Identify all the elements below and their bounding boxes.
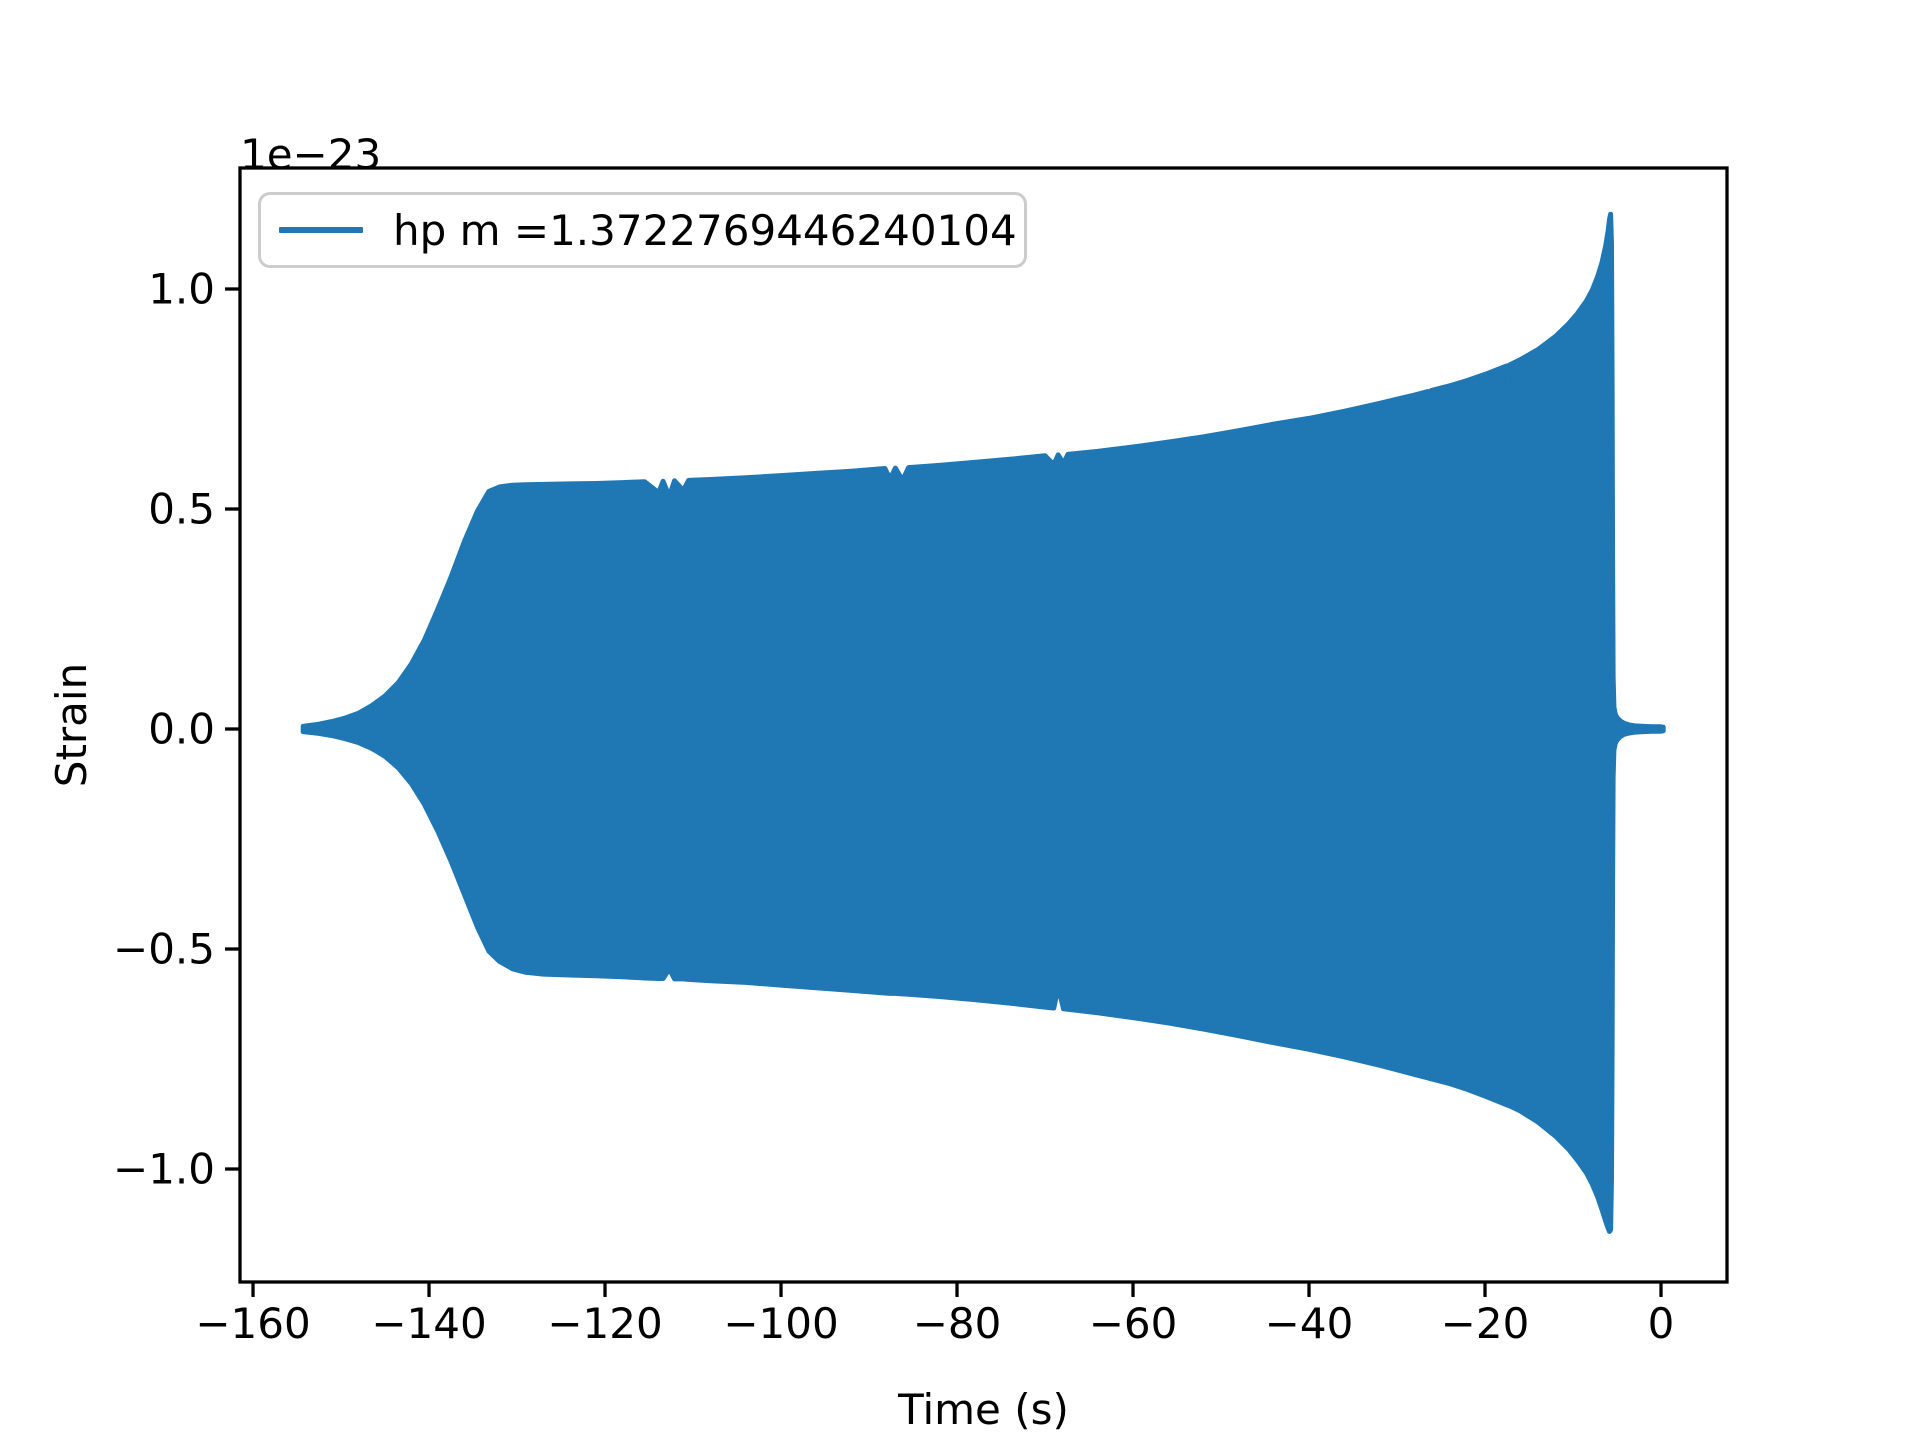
y-tick-label: −1.0 [113, 1145, 215, 1194]
x-tick-label: −100 [723, 1299, 838, 1348]
y-axis-label: Strain [46, 662, 96, 788]
legend: hp m =1.3722769446240104 [258, 192, 1027, 268]
x-tick-label: 0 [1648, 1299, 1675, 1348]
y-tick-label: 1.0 [148, 265, 215, 314]
waveform-series [300, 211, 1666, 1234]
x-tick-label: −120 [547, 1299, 662, 1348]
legend-line-swatch [279, 227, 363, 233]
y-tick-label: 0.5 [148, 485, 215, 534]
x-tick-label: −60 [1089, 1299, 1178, 1348]
x-axis-label: Time (s) [898, 1385, 1069, 1434]
x-tick-label: −140 [371, 1299, 486, 1348]
x-tick-label: −40 [1265, 1299, 1354, 1348]
y-tick-label: 0.0 [148, 705, 215, 754]
y-axis-offset-text: 1e−23 [240, 130, 382, 179]
x-tick-label: −160 [195, 1299, 310, 1348]
y-tick-label: −0.5 [113, 925, 215, 974]
x-tick-label: −80 [913, 1299, 1002, 1348]
axes-spines [238, 166, 1729, 1284]
x-tick-label: −20 [1441, 1299, 1530, 1348]
legend-label: hp m =1.3722769446240104 [393, 205, 1017, 255]
